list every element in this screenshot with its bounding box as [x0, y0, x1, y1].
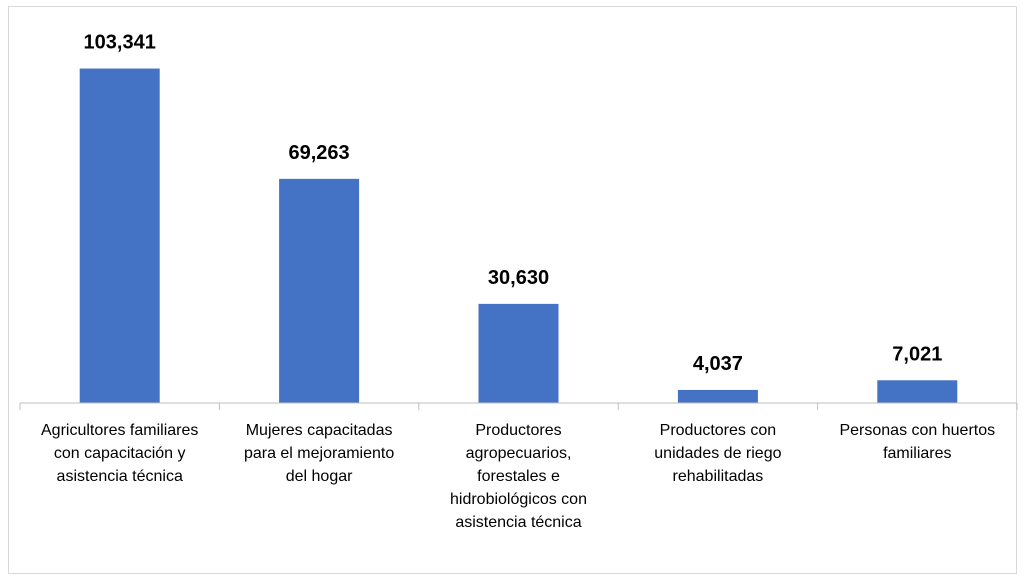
data-label-productores-riego: 4,037	[693, 353, 743, 375]
bars-layer	[79, 68, 958, 403]
category-label-line: unidades de riego	[654, 445, 781, 462]
category-label-line: forestales e	[477, 468, 560, 485]
category-label-mujeres: Mujeres capacitadas para el mejoramiento d…	[244, 422, 394, 485]
category-label-line: asistencia técnica	[57, 468, 183, 485]
x-axis-ticks	[19, 403, 1018, 410]
category-label-line: Personas con huertos	[839, 422, 995, 439]
bar-personas-huertos	[877, 380, 958, 403]
data-label-agricultores: 103,341	[84, 32, 156, 54]
category-label-line: hidrobiológicos con	[450, 491, 587, 508]
category-label-line: del hogar	[286, 468, 353, 485]
data-label-personas-huertos: 7,021	[892, 343, 942, 365]
labels-layer: 103,341 Agricultores familiares con capaci…	[41, 32, 995, 531]
bar-mujeres	[279, 178, 360, 403]
category-label-line: Agricultores familiares	[41, 422, 198, 439]
category-label-line: familiares	[883, 445, 951, 462]
category-label-line: agropecuarios,	[466, 445, 572, 462]
category-label-line: Mujeres capacitadas	[246, 422, 393, 439]
chart-area: 103,341 Agricultores familiares con capaci…	[8, 6, 1018, 574]
bar-productores-riego	[677, 389, 758, 403]
bar-chart: 103,341 Agricultores familiares con capaci…	[19, 32, 1018, 531]
category-label-productores-riego: Productores con unidades de riego rehabili…	[654, 422, 781, 485]
bar-productores-agro	[478, 303, 559, 403]
bar-agricultores	[79, 68, 160, 403]
category-label-line: rehabilitadas	[673, 468, 764, 485]
category-label-line: Productores	[475, 422, 561, 439]
category-label-agricultores: Agricultores familiares con capacitación …	[41, 422, 198, 485]
category-label-line: Productores con	[660, 422, 777, 439]
category-label-personas-huertos: Personas con huertos familiares	[839, 422, 995, 462]
category-label-productores-agro: Productores agropecuarios, forestales e hid…	[450, 422, 587, 531]
data-label-mujeres: 69,263	[289, 142, 350, 164]
category-label-line: para el mejoramiento	[244, 445, 394, 462]
category-label-line: asistencia técnica	[455, 514, 581, 531]
data-label-productores-agro: 30,630	[488, 267, 549, 289]
category-label-line: con capacitación y	[54, 445, 186, 462]
